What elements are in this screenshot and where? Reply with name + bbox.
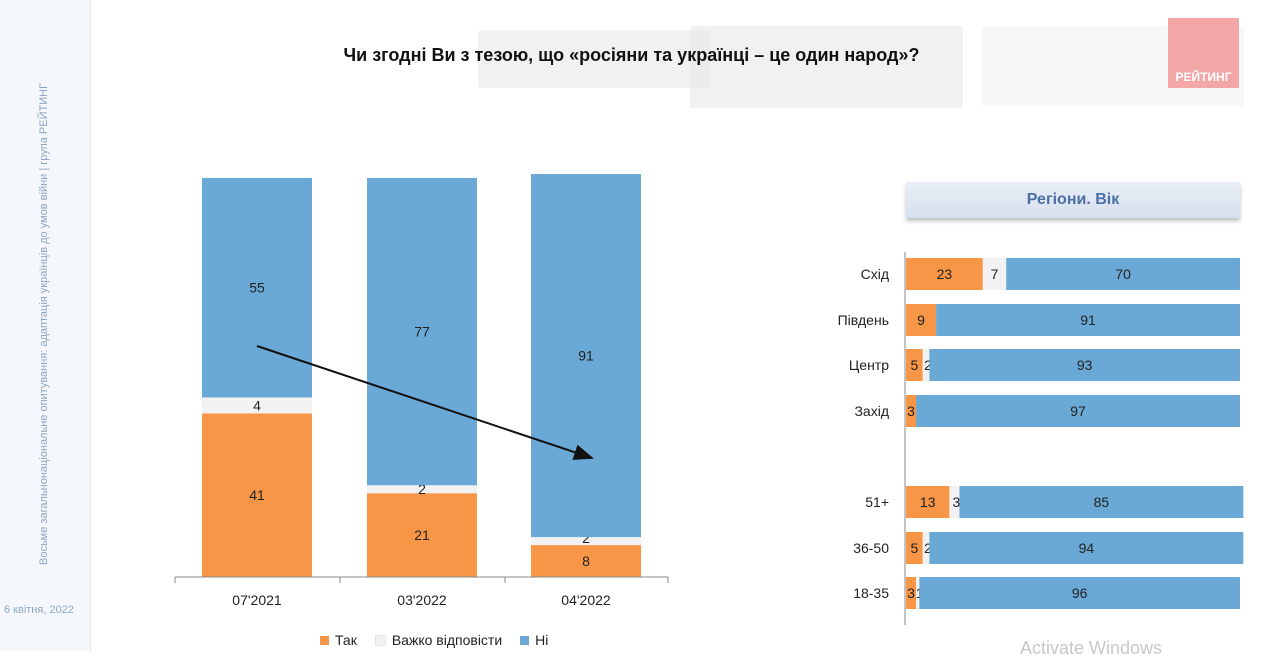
hbar-ni-1 <box>936 304 1240 336</box>
data-label: 55 <box>249 280 265 296</box>
bar-vazhko-2 <box>531 537 641 546</box>
bar-vazhko-0 <box>202 397 312 414</box>
data-label: 9 <box>917 312 925 328</box>
legend-item-tak: Так <box>320 632 357 648</box>
hbar-ni-3 <box>916 395 1240 427</box>
hbar-vazhko-6 <box>916 577 920 609</box>
brand-logo: РЕЙТИНГ <box>1168 18 1239 88</box>
hbar-tak-1 <box>906 304 937 336</box>
data-label: 3 <box>907 403 915 419</box>
x-tick-label: 07'2021 <box>232 592 282 608</box>
y-tick-label: 51+ <box>865 494 889 510</box>
data-label: 3 <box>907 585 915 601</box>
hbar-ni-6 <box>919 577 1240 609</box>
overlay-popup <box>478 30 710 88</box>
y-tick-label: 36-50 <box>853 540 889 556</box>
legend-swatch-ni <box>520 635 530 645</box>
y-tick-label: Південь <box>838 312 889 328</box>
hbar-vazhko-2 <box>922 349 930 381</box>
legend: Так Важко відповісти Ні <box>320 632 548 648</box>
data-label: 8 <box>582 553 590 569</box>
y-tick-label: 18-35 <box>853 585 889 601</box>
data-label: 7 <box>991 266 999 282</box>
hbar-tak-0 <box>906 258 983 290</box>
data-label: 5 <box>910 540 918 556</box>
data-label: 77 <box>414 324 430 340</box>
legend-label-vazhko: Важко відповісти <box>391 632 503 648</box>
watermark-text: Activate Windows <box>1020 638 1163 658</box>
data-label: 2 <box>924 540 932 556</box>
bar-tak-1 <box>367 493 477 577</box>
y-tick-label: Захід <box>854 403 889 419</box>
y-tick-label: Центр <box>849 357 889 373</box>
bar-ni-1 <box>367 178 477 486</box>
legend-label-tak: Так <box>335 632 357 648</box>
hbar-ni-0 <box>1006 258 1240 290</box>
bar-ni-0 <box>202 178 312 398</box>
data-label: 91 <box>1080 312 1096 328</box>
hbar-ni-5 <box>929 532 1244 564</box>
trend-arrow <box>256 345 594 460</box>
data-label: 91 <box>578 348 594 364</box>
y-tick-label: Схід <box>861 266 889 282</box>
panel-title: Регіони. Вік <box>906 182 1240 218</box>
x-tick-label: 03'2022 <box>397 592 447 608</box>
data-label: 94 <box>1079 540 1095 556</box>
legend-swatch-tak <box>320 635 329 645</box>
bar-tak-0 <box>202 413 312 577</box>
hbar-vazhko-5 <box>922 532 930 564</box>
sidebar: Восьме загальнонаціональне опитування: а… <box>0 0 91 651</box>
overlay-popup <box>690 26 963 108</box>
hbar-tak-6 <box>906 577 917 609</box>
data-label: 21 <box>414 527 430 543</box>
legend-label-ni: Ні <box>535 632 549 648</box>
bar-ni-2 <box>531 174 641 538</box>
data-label: 70 <box>1115 266 1131 282</box>
data-label: 5 <box>910 357 918 373</box>
hbar-tak-3 <box>906 395 917 427</box>
chart-title: Чи згодні Ви з тезою, що «росіяни та укр… <box>343 45 920 65</box>
bar-vazhko-1 <box>367 485 477 494</box>
data-label: 4 <box>253 397 261 413</box>
hbar-vazhko-4 <box>949 486 960 518</box>
hbar-tak-5 <box>906 532 923 564</box>
data-label: 85 <box>1094 494 1110 510</box>
sidebar-date: 6 квітня, 2022 <box>4 604 74 616</box>
data-label: 97 <box>1070 403 1086 419</box>
hbar-tak-2 <box>906 349 923 381</box>
hbar-ni-4 <box>959 486 1244 518</box>
legend-item-vazhko: Важко відповісти <box>374 632 503 648</box>
bar-tak-2 <box>531 545 641 577</box>
x-tick-label: 04'2022 <box>561 592 611 608</box>
data-label: 2 <box>418 481 426 497</box>
hbar-vazhko-0 <box>982 258 1007 290</box>
hbar-ni-2 <box>929 349 1240 381</box>
data-label: 41 <box>249 487 265 503</box>
data-label: 93 <box>1077 357 1093 373</box>
data-label: 96 <box>1072 585 1088 601</box>
legend-item-ni: Ні <box>520 632 548 648</box>
data-label: 2 <box>582 530 590 546</box>
hbar-tak-4 <box>906 486 950 518</box>
data-label: 23 <box>937 266 953 282</box>
legend-swatch-vazhko <box>374 634 386 646</box>
data-label: 3 <box>953 494 961 510</box>
data-label: 2 <box>924 357 932 373</box>
data-label: 13 <box>920 494 936 510</box>
